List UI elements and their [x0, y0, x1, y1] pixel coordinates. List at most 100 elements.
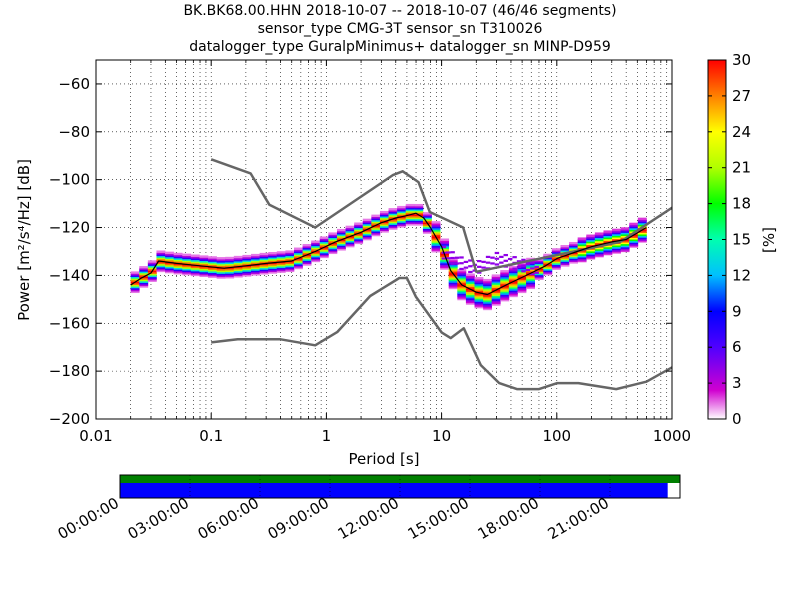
- heatmap-cell: [139, 282, 149, 285]
- heatmap-cell: [354, 235, 364, 238]
- heatmap-cell: [336, 248, 346, 251]
- heatmap-cell: [465, 275, 475, 278]
- heatmap-cell: [251, 260, 260, 263]
- heatmap-cell: [448, 267, 458, 270]
- heatmap-cell: [173, 255, 183, 259]
- heatmap-cell: [577, 255, 587, 258]
- heatmap-cell: [483, 288, 493, 291]
- heatmap-cell: [448, 286, 458, 290]
- heatmap-cell: [569, 254, 578, 258]
- heatmap-cell: [594, 254, 604, 258]
- heatmap-cell: [190, 254, 200, 257]
- x-tick-label: 0.01: [79, 427, 112, 445]
- heatmap-cell: [474, 296, 484, 299]
- heatmap-cell: [225, 274, 235, 277]
- heatmap-cell: [302, 245, 312, 249]
- heatmap-cell: [500, 279, 510, 283]
- heatmap-cell: [491, 279, 501, 282]
- heatmap-cell-secondary: [441, 245, 447, 249]
- heatmap-cell-secondary: [463, 260, 469, 264]
- heatmap-cell: [440, 248, 450, 251]
- heatmap-cell: [139, 269, 149, 272]
- heatmap-cell: [156, 264, 166, 268]
- heatmap-cell: [199, 260, 209, 263]
- heatmap-cell: [500, 286, 510, 289]
- heatmap-cell: [242, 256, 252, 259]
- heatmap-cell: [216, 268, 226, 271]
- heatmap-cell: [474, 280, 484, 283]
- heatmap-cell: [551, 261, 561, 264]
- heatmap-cell: [242, 262, 252, 266]
- heatmap-cell: [569, 243, 578, 246]
- heatmap-cell: [465, 297, 475, 300]
- heatmap-cell: [551, 262, 561, 266]
- heatmap-cell: [311, 259, 321, 263]
- heatmap-cell: [242, 258, 252, 261]
- heatmap-cell: [371, 217, 381, 221]
- colorbar-tick-label: 3: [732, 374, 742, 392]
- heatmap-cell: [491, 295, 501, 298]
- heatmap-cell: [371, 232, 381, 235]
- heatmap-cell: [165, 269, 174, 272]
- heatmap-cell: [397, 217, 407, 220]
- heatmap-cell: [612, 247, 621, 251]
- chart-title-line-3: datalogger_type GuralpMinimus+ datalogge…: [189, 39, 611, 55]
- heatmap-cell: [474, 304, 484, 307]
- heatmap-cell: [491, 282, 501, 285]
- heatmap-cell-secondary: [503, 253, 508, 257]
- heatmap-cell: [397, 218, 407, 222]
- chart-title-line-2: sensor_type CMG-3T sensor_sn T310026: [257, 21, 543, 37]
- heatmap-cell: [637, 236, 647, 240]
- heatmap-cell: [285, 266, 295, 269]
- heatmap-cell: [268, 252, 278, 255]
- heatmap-cell: [173, 257, 183, 260]
- heatmap-cell: [526, 286, 535, 290]
- heatmap-cell: [543, 253, 553, 257]
- heatmap-cell: [448, 277, 458, 280]
- heatmap-cell: [388, 227, 398, 230]
- heatmap-cell: [276, 262, 286, 265]
- heatmap-cell: [440, 267, 450, 270]
- coverage-time-label: 12:00:00: [335, 494, 402, 543]
- heatmap-cell: [294, 252, 303, 255]
- heatmap-cell-secondary: [459, 262, 464, 265]
- heatmap-cell: [465, 284, 475, 288]
- heatmap-cell: [294, 261, 303, 265]
- heatmap-cell: [354, 236, 364, 240]
- heatmap-cell-secondary: [468, 270, 473, 274]
- y-tick-label: −140: [49, 266, 90, 284]
- heatmap-cell: [173, 265, 183, 268]
- heatmap-cell: [551, 267, 561, 270]
- heatmap-cell: [156, 253, 166, 257]
- coverage-time-label: 09:00:00: [265, 494, 332, 543]
- heatmap-cell: [397, 213, 407, 217]
- heatmap-cell-secondary: [490, 262, 495, 265]
- heatmap-cell: [491, 293, 501, 297]
- heatmap-cell: [612, 230, 621, 233]
- heatmap-cell: [637, 238, 647, 241]
- heatmap-cell: [620, 243, 630, 246]
- heatmap-cell: [233, 273, 243, 276]
- heatmap-cell: [156, 250, 166, 253]
- heatmap-cell: [543, 260, 553, 263]
- heatmap-cell: [440, 265, 450, 269]
- heatmap-cell: [208, 273, 217, 277]
- heatmap-cell: [465, 273, 475, 276]
- heatmap-cell-secondary: [521, 264, 526, 267]
- heatmap-cell: [465, 299, 475, 302]
- heatmap-cell: [603, 246, 613, 249]
- heatmap-cell: [629, 241, 639, 245]
- heatmap-cell: [500, 278, 510, 281]
- heatmap-cell: [526, 265, 535, 269]
- heatmap-cell-secondary: [490, 256, 495, 259]
- heatmap-cell: [534, 275, 544, 279]
- heatmap-cell: [139, 277, 149, 280]
- heatmap-cell: [474, 289, 484, 293]
- heatmap-cell: [457, 273, 467, 277]
- heatmap-cell: [379, 228, 389, 232]
- heatmap-cell-secondary: [450, 256, 455, 260]
- heatmap-cell: [311, 245, 321, 248]
- heatmap-cell: [603, 232, 613, 235]
- heatmap-cell: [285, 255, 295, 258]
- heatmap-cell: [508, 281, 518, 285]
